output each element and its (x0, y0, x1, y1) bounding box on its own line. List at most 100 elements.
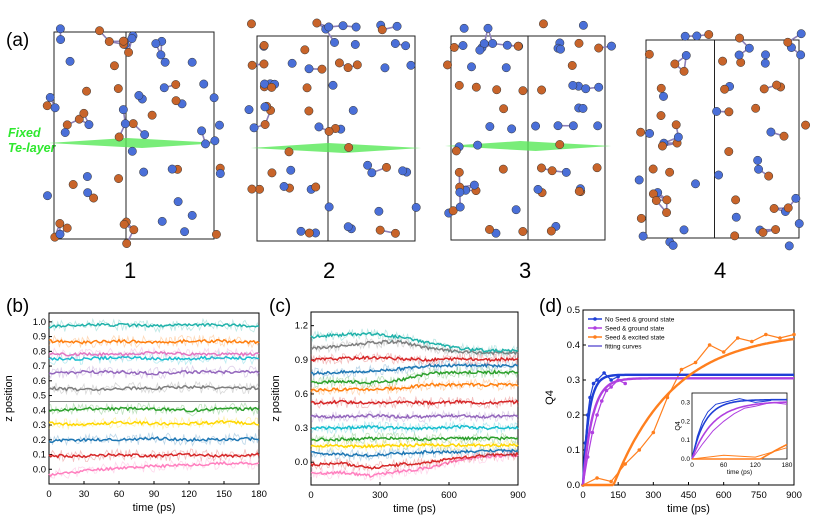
atom-blue (485, 122, 495, 131)
fixed-label-line2: Te-layer (8, 141, 56, 155)
chart-c-xtick-label: 600 (441, 490, 457, 501)
chart-c-series-8 (310, 382, 519, 393)
atom-orange (670, 59, 680, 69)
atom-orange (62, 120, 72, 130)
atom-orange (724, 107, 734, 117)
atom-blue (363, 160, 373, 170)
atom-orange (731, 195, 741, 205)
atom-blue (796, 29, 806, 39)
chart-c-series-9 (310, 369, 519, 385)
atom-blue (338, 21, 348, 31)
atom-blue (679, 225, 689, 235)
chart-b-xtick-label: 180 (251, 489, 267, 500)
atom-orange (537, 163, 546, 173)
atom-blue (645, 129, 655, 138)
chart-c-xtick-label: 300 (372, 490, 388, 501)
atom-orange (574, 186, 584, 196)
panel-c-label: (c) (269, 296, 292, 317)
atom-blue (473, 140, 483, 150)
atom-blue (556, 44, 565, 54)
atom-blue (187, 210, 197, 220)
atom-blue (398, 166, 408, 176)
atom-orange (592, 163, 602, 173)
fixed-te-plane (251, 143, 421, 153)
atom-blue (553, 121, 563, 131)
atom-blue (380, 63, 390, 73)
chart-b-series-2 (48, 436, 260, 443)
bonds (448, 28, 612, 234)
chart-d-point-2 (693, 360, 698, 365)
chart-b-ytick-label: 0.3 (33, 420, 46, 431)
atom-blue (760, 58, 770, 68)
atom-blue (209, 93, 219, 103)
atom-blue (210, 136, 220, 146)
chart-b-series-fluct-8 (48, 346, 260, 362)
atom-orange (147, 110, 157, 120)
atom-orange (662, 195, 672, 205)
chart-b-ytick-label: 0.0 (33, 464, 46, 475)
atom-blue (455, 187, 465, 197)
chart-c-series-fluct-5 (310, 420, 519, 435)
atom-orange (119, 219, 129, 229)
atom-blue (55, 229, 65, 239)
atom-blue (279, 182, 289, 191)
atom-blue (304, 64, 314, 74)
atom-blue (173, 197, 183, 207)
chart-b-ytick-label: 0.7 (33, 361, 46, 372)
chart-d-point-2 (735, 336, 740, 340)
chart-d-point-2 (595, 476, 599, 480)
chart-d-inset: 0 60 120 180 0.0 0.1 0.2 0.3 time (ps) Q4 (675, 392, 793, 476)
atom-blue (507, 124, 517, 134)
atom-blue (501, 63, 511, 73)
atom-orange (390, 228, 400, 238)
atom-orange (311, 182, 321, 192)
atom-blue (754, 164, 763, 174)
chart-c-ytick-label: 1.2 (295, 321, 308, 332)
inset-series-0 (691, 398, 772, 460)
chart-c-series-11 (310, 355, 519, 363)
chart-d-xtick-label: 150 (610, 490, 626, 501)
chart-d-legend-label: fitting curves (605, 344, 642, 351)
chart-c-xlabel: time (ps) (393, 503, 436, 515)
chart-c-ylabel: z position (270, 375, 282, 421)
atom-blue (249, 123, 259, 133)
atom-blue (351, 22, 361, 32)
chart-d-legend-marker (593, 317, 597, 321)
atom-orange (662, 208, 672, 218)
atom-blue (199, 79, 209, 89)
atom-orange (324, 126, 334, 136)
atom-orange (68, 180, 78, 189)
chart-d-point-0 (602, 371, 606, 375)
fixed-label-line1: Fixed (8, 126, 41, 140)
atom-orange (704, 30, 714, 39)
supercell-box (645, 39, 800, 239)
atom-orange (801, 120, 811, 130)
atom-orange (128, 119, 138, 129)
chart-d-point-2 (792, 332, 796, 337)
atom-blue (127, 34, 137, 43)
chart-c-series-1 (310, 451, 519, 470)
atom-blue (82, 172, 92, 181)
chart-d-ylabel: Q4 (544, 390, 556, 405)
atom-orange (259, 41, 269, 50)
atom-orange (537, 85, 547, 95)
atom-orange (772, 80, 782, 90)
chart-c-ytick-label: 0.0 (295, 457, 308, 468)
atom-orange (114, 132, 124, 142)
chart-b-xtick-label: 0 (46, 489, 51, 500)
atom-orange (492, 85, 502, 95)
atom-blue (533, 184, 543, 194)
chart-c-series-fluct-4 (310, 438, 519, 453)
atom-blue (348, 106, 358, 115)
atom-orange (377, 25, 387, 35)
atomic-structures (42, 18, 811, 251)
inset-ytick-label: 0.0 (681, 456, 690, 463)
atom-orange (759, 84, 769, 94)
atom-blue (127, 146, 137, 156)
atom-blue (714, 170, 724, 180)
atom-orange (679, 66, 689, 76)
atom-blue (680, 31, 690, 41)
atom-orange (89, 193, 99, 203)
atom-blue (467, 62, 476, 72)
atom-orange (171, 80, 181, 89)
